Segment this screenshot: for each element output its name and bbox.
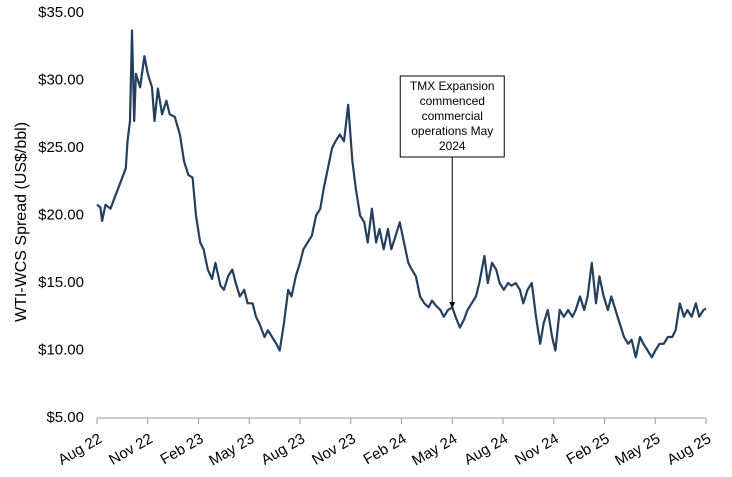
x-tick-label: Aug 25	[664, 430, 714, 468]
x-tick-label: May 25	[612, 430, 663, 469]
x-tick-label: Nov 24	[512, 430, 562, 468]
annotation: TMX Expansioncommencedcommercialoperatio…	[399, 75, 505, 308]
annotation-box	[399, 75, 505, 158]
annotation-text: TMX Expansion	[410, 79, 495, 93]
x-tick-label: Aug 24	[461, 430, 511, 468]
y-tick-label: $10.00	[38, 341, 84, 358]
annotation-arrowhead	[449, 302, 456, 308]
y-axis-title: WTI-WCS Spread (US$/bbl)	[13, 122, 30, 322]
y-tick-label: $35.00	[38, 4, 84, 21]
y-tick-label: $20.00	[38, 206, 84, 223]
x-tick-label: May 23	[206, 430, 257, 469]
annotation-text: operations May	[411, 124, 493, 138]
x-tick-label: May 24	[409, 430, 460, 469]
x-tick-label: Aug 22	[55, 430, 105, 468]
annotation-text: 2024	[439, 139, 466, 153]
data-line	[96, 29, 707, 359]
y-tick-label: $5.00	[46, 409, 84, 426]
x-tick-label: Aug 23	[258, 430, 308, 468]
x-tick-label: Nov 22	[106, 430, 156, 468]
y-tick-label: $15.00	[38, 274, 84, 291]
annotation-text: commenced	[420, 94, 485, 108]
x-tick-label: Feb 24	[361, 430, 410, 468]
x-tick-label: Feb 25	[564, 430, 613, 468]
annotation-text: commercial	[422, 109, 483, 123]
y-tick-label: $30.00	[38, 71, 84, 88]
x-tick-label: Feb 23	[158, 430, 207, 468]
y-tick-label: $25.00	[38, 139, 84, 156]
x-tick-label: Nov 23	[309, 430, 359, 468]
